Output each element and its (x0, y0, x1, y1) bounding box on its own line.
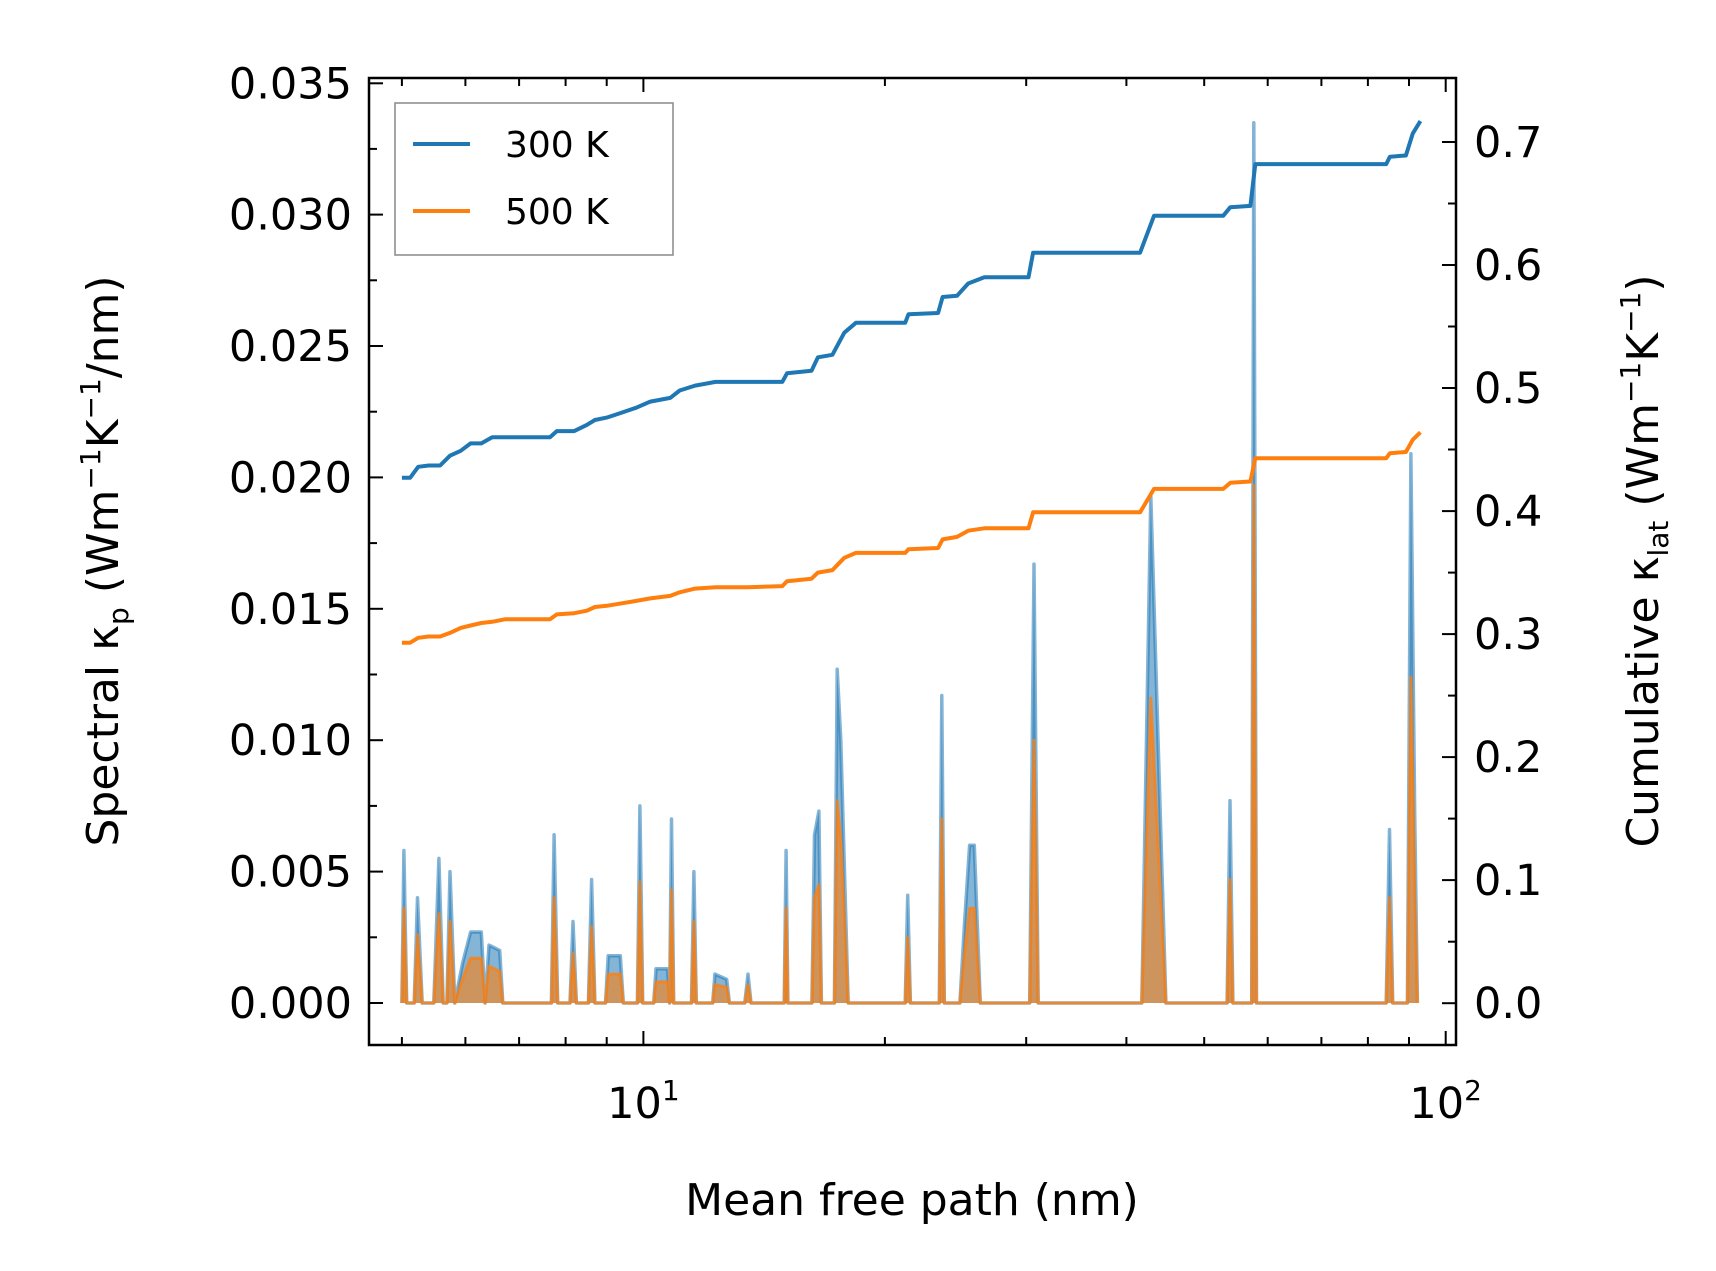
legend-label-300k: 300 K (505, 125, 610, 166)
right-y-tick-label: 0.4 (1474, 487, 1542, 537)
x-axis-label: Mean free path (nm) (685, 1175, 1139, 1226)
series-cumulative (401, 120, 1423, 645)
series-spectral-500k (400, 483, 1419, 1005)
left-y-axis-label: Spectral κp (Wm−1K−1/nm) (74, 275, 135, 846)
left-y-tick-label: 0.025 (229, 322, 352, 372)
right-y-tick-label: 0.0 (1474, 979, 1542, 1029)
right-y-tick-label: 0.7 (1474, 118, 1542, 168)
right-y-tick-label: 0.5 (1474, 364, 1542, 414)
legend: 300 K 500 K (394, 102, 674, 256)
left-y-tick-label: 0.035 (229, 59, 352, 109)
left-y-tick-label: 0.000 (229, 979, 352, 1029)
legend-label-500k: 500 K (505, 192, 610, 233)
right-y-tick-label: 0.6 (1474, 241, 1542, 291)
spectral-500k-line (400, 483, 1419, 1005)
left-y-tick-label: 0.020 (229, 453, 352, 503)
left-y-tick-label: 0.030 (229, 191, 352, 241)
cumulative-500k-line (401, 430, 1422, 645)
legend-box (394, 102, 674, 256)
right-y-axis-label: Cumulative κlat (Wm−1K−1) (1614, 274, 1675, 847)
plot-area (400, 120, 1423, 1005)
left-y-tick-label: 0.015 (229, 585, 352, 635)
x-tick-label: 102 (1409, 1074, 1482, 1129)
cumulative-300k-line (401, 120, 1423, 480)
x-tick-label: 101 (607, 1074, 680, 1129)
left-y-tick-label: 0.005 (229, 848, 352, 898)
left-y-tick-label: 0.010 (229, 716, 352, 766)
right-y-tick-label: 0.1 (1474, 856, 1542, 906)
right-y-tick-label: 0.3 (1474, 610, 1542, 660)
axis-tick-labels: 101 1020.0000.0050.0100.0150.0200.0250.03… (229, 59, 1543, 1129)
plot-frame (367, 76, 1458, 1047)
axis-ticks (369, 78, 1456, 1045)
right-y-tick-label: 0.2 (1474, 733, 1542, 783)
